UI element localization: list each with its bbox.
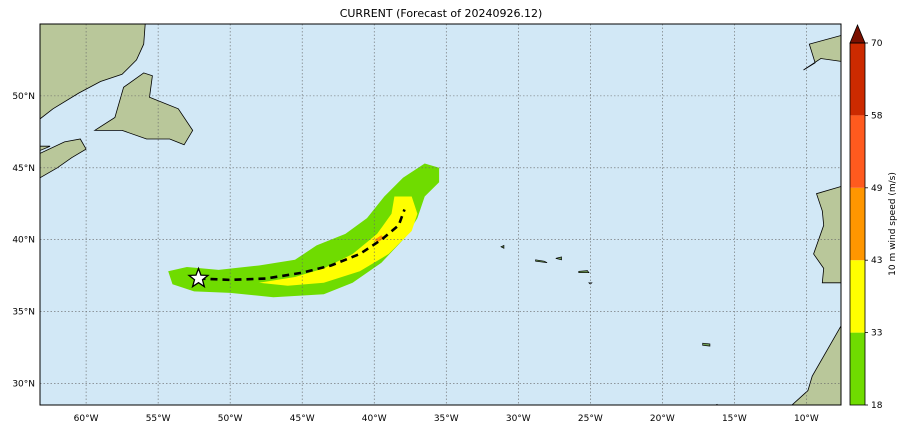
lat-tick-label: 35°N [12, 308, 35, 318]
lon-tick-label: 60°W [74, 414, 99, 424]
island [535, 259, 548, 264]
storm-track [187, 209, 406, 289]
island [500, 244, 505, 249]
colorbar-band [850, 260, 865, 333]
island [555, 256, 562, 261]
lon-tick-label: 10°W [794, 414, 819, 424]
lon-tick-label: 55°W [146, 414, 171, 424]
colorbar-tick-label: 70 [871, 39, 883, 49]
lat-tick-label: 50°N [12, 92, 35, 102]
colorbar-extend-arrow [849, 23, 866, 44]
lon-tick-label: 35°W [434, 414, 459, 424]
wind-swath-33 [259, 196, 418, 286]
colorbar-tick-label: 49 [871, 184, 883, 194]
lon-tick-label: 20°W [650, 414, 675, 424]
land-mass [813, 186, 841, 284]
colorbar-band [850, 115, 865, 188]
lon-tick-label: 30°W [506, 414, 531, 424]
storm-start-star-icon [187, 266, 210, 289]
island [702, 342, 711, 347]
wind-swath [168, 163, 440, 298]
land-mass [803, 35, 841, 71]
land-masses [40, 24, 841, 405]
latitude-labels: 30°N 35°N 40°N 45°N 50°N [12, 92, 35, 390]
lon-tick-label: 50°W [218, 414, 243, 424]
land-mass [40, 24, 146, 120]
colorbar-tick-label: 43 [871, 256, 882, 266]
colorbar-label: 10 m wind speed (m/s) [888, 172, 898, 276]
map-frame [39, 23, 842, 406]
lon-tick-label: 45°W [290, 414, 315, 424]
lon-tick-label: 15°W [722, 414, 747, 424]
colorbar: 18 33 43 49 58 70 [849, 23, 883, 411]
lat-tick-label: 45°N [12, 164, 35, 174]
lon-tick-label: 40°W [362, 414, 387, 424]
longitude-labels: 60°W 55°W 50°W 45°W 40°W 35°W 30°W 25°W 20°W 15°W… [74, 414, 819, 424]
map-area [40, 24, 841, 405]
lat-tick-label: 30°N [12, 379, 35, 389]
colorbar-band [850, 332, 865, 405]
colorbar-frame [849, 42, 866, 406]
graticule [40, 24, 841, 405]
track-line [198, 209, 406, 282]
lon-tick-label: 25°W [578, 414, 603, 424]
colorbar-band [850, 43, 865, 116]
land-mass [93, 72, 194, 146]
colorbar-band [850, 187, 865, 261]
island [578, 270, 590, 274]
land-mass [40, 145, 51, 151]
colorbar-tick-label: 33 [871, 329, 882, 339]
lat-tick-label: 40°N [12, 236, 35, 246]
wind-swath-43 [374, 235, 385, 243]
colorbar-tick-label: 58 [871, 111, 883, 121]
map-title: CURRENT (Forecast of 20240926.12) [340, 7, 543, 20]
colorbar-tick-label: 18 [871, 401, 883, 411]
land-mass [40, 138, 87, 179]
ocean-background [40, 24, 841, 405]
